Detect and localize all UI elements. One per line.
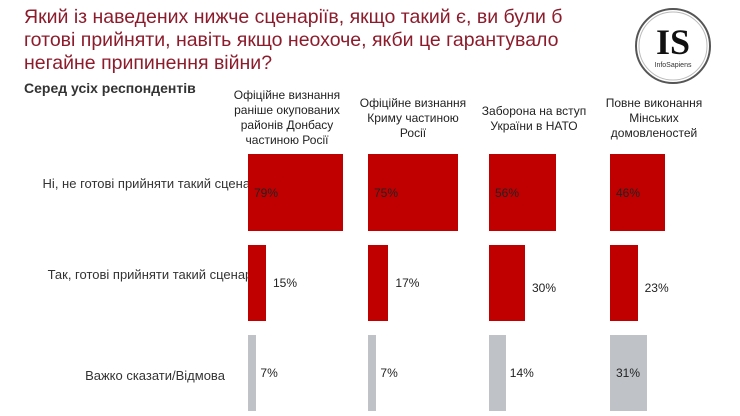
subtitle: Серед усіх респондентів bbox=[24, 80, 196, 96]
value-label-1-1: 17% bbox=[395, 276, 420, 290]
value-label-2-3: 31% bbox=[616, 366, 641, 380]
column-header-nato: Заборона на вступ України в НАТО bbox=[481, 104, 587, 133]
svg-text:InfoSapiens: InfoSapiens bbox=[655, 62, 692, 69]
value-label-1-0: 15% bbox=[273, 276, 298, 290]
value-label-0-0: 79% bbox=[254, 185, 279, 200]
value-label-0-1: 75% bbox=[374, 185, 399, 200]
value-label-0-2: 56% bbox=[495, 185, 520, 200]
bar-1-0 bbox=[248, 245, 266, 321]
column-header-donbas: Офіційне визнання раніше окупованих райо… bbox=[233, 88, 341, 147]
bar-2-1 bbox=[368, 335, 377, 411]
bar-2-0 bbox=[248, 335, 257, 411]
bar-2-3 bbox=[610, 335, 648, 411]
row-label-ready: Так, готові прийняти такий сценарій bbox=[47, 267, 263, 282]
value-label-2-2: 14% bbox=[509, 366, 534, 380]
bar-1-3 bbox=[610, 245, 638, 321]
svg-text:IS: IS bbox=[656, 22, 690, 62]
bar-0-1 bbox=[368, 154, 458, 231]
value-label-0-3: 46% bbox=[616, 185, 641, 200]
bar-1-1 bbox=[368, 245, 389, 321]
bar-1-2 bbox=[489, 245, 525, 321]
value-label-1-2: 30% bbox=[532, 281, 557, 295]
bar-2-2 bbox=[489, 335, 506, 411]
row-label-not-ready: Ні, не готові прийняти такий сценарій bbox=[42, 176, 268, 191]
value-label-1-3: 23% bbox=[644, 281, 669, 295]
bar-0-3 bbox=[610, 154, 666, 231]
value-label-2-1: 7% bbox=[380, 366, 398, 380]
row-label-hard-to-say: Важко сказати/Відмова bbox=[85, 368, 225, 383]
page-title: Який із наведених нижче сценаріїв, якщо … bbox=[24, 6, 563, 74]
column-header-minsk: Повне виконання Мінських домовленостей bbox=[605, 96, 703, 140]
bar-0-2 bbox=[489, 154, 557, 231]
column-header-crimea: Офіційне визнання Криму частиною Росії bbox=[359, 96, 467, 140]
infosapiens-logo: IS InfoSapiens bbox=[635, 8, 711, 84]
value-label-2-0: 7% bbox=[260, 366, 278, 380]
bar-0-0 bbox=[248, 154, 343, 231]
